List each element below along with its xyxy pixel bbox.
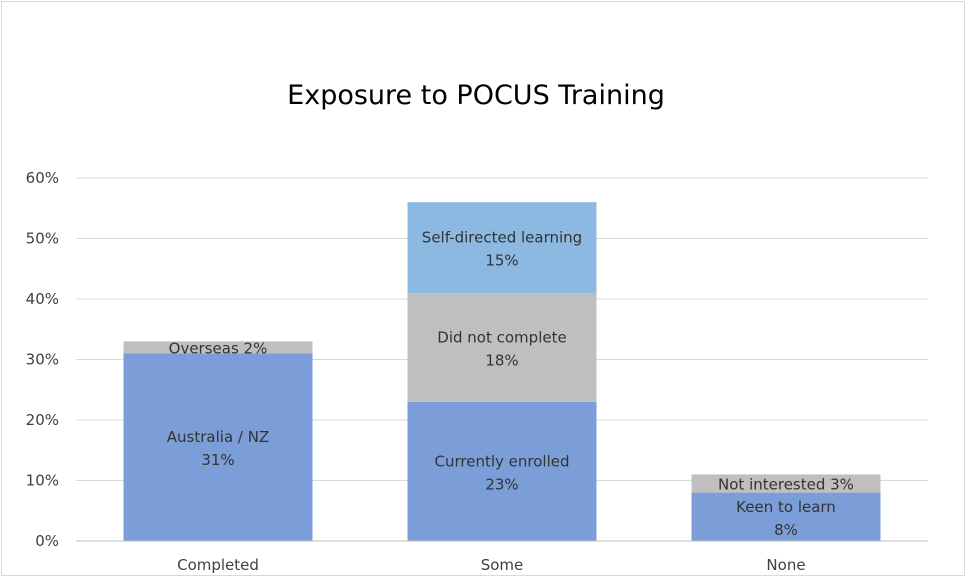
bar-some: Currently enrolled 23% Did not complete 18%… bbox=[407, 202, 597, 541]
x-axis-categories: Completed Some None bbox=[177, 556, 805, 574]
segment-label: Currently enrolled bbox=[435, 452, 570, 470]
segment-value-label: 31% bbox=[201, 451, 234, 469]
y-tick-label: 40% bbox=[26, 290, 59, 308]
segment-value-label: 23% bbox=[485, 475, 518, 493]
bar-segment bbox=[407, 401, 597, 541]
y-tick-label: 60% bbox=[26, 169, 59, 187]
bar-segment bbox=[691, 474, 881, 493]
bar-segment bbox=[407, 292, 597, 402]
segment-label: Australia / NZ bbox=[167, 428, 269, 446]
segment-value-label: 15% bbox=[485, 252, 518, 270]
segment-label: Self-directed learning bbox=[422, 229, 582, 247]
bar-completed: Australia / NZ 31% Overseas 2% bbox=[123, 339, 313, 541]
y-tick-label: 0% bbox=[35, 532, 59, 550]
x-category-label: Completed bbox=[177, 556, 259, 574]
segment-label: Keen to learn bbox=[736, 498, 836, 516]
y-tick-label: 10% bbox=[26, 472, 59, 490]
x-category-label: None bbox=[766, 556, 805, 574]
x-category-label: Some bbox=[481, 556, 524, 574]
y-tick-label: 30% bbox=[26, 351, 59, 369]
bar-segment bbox=[123, 341, 313, 354]
bar-none: Keen to learn 8% Not interested 3% bbox=[691, 474, 881, 541]
y-tick-label: 20% bbox=[26, 411, 59, 429]
bars: Australia / NZ 31% Overseas 2% Currently en… bbox=[123, 202, 881, 541]
bar-segment bbox=[123, 353, 313, 541]
y-axis-ticks: 0% 10% 20% 30% 40% 50% 60% bbox=[26, 169, 59, 550]
segment-label: Overseas 2% bbox=[169, 339, 268, 357]
segment-value-label: 18% bbox=[485, 351, 518, 369]
segment-label: Did not complete bbox=[437, 328, 566, 346]
segment-value-label: 8% bbox=[774, 521, 798, 539]
bar-segment bbox=[407, 202, 597, 293]
y-tick-label: 50% bbox=[26, 230, 59, 248]
chart-title: Exposure to POCUS Training bbox=[287, 80, 665, 111]
segment-label: Not interested 3% bbox=[718, 476, 854, 494]
bar-segment bbox=[691, 492, 881, 541]
